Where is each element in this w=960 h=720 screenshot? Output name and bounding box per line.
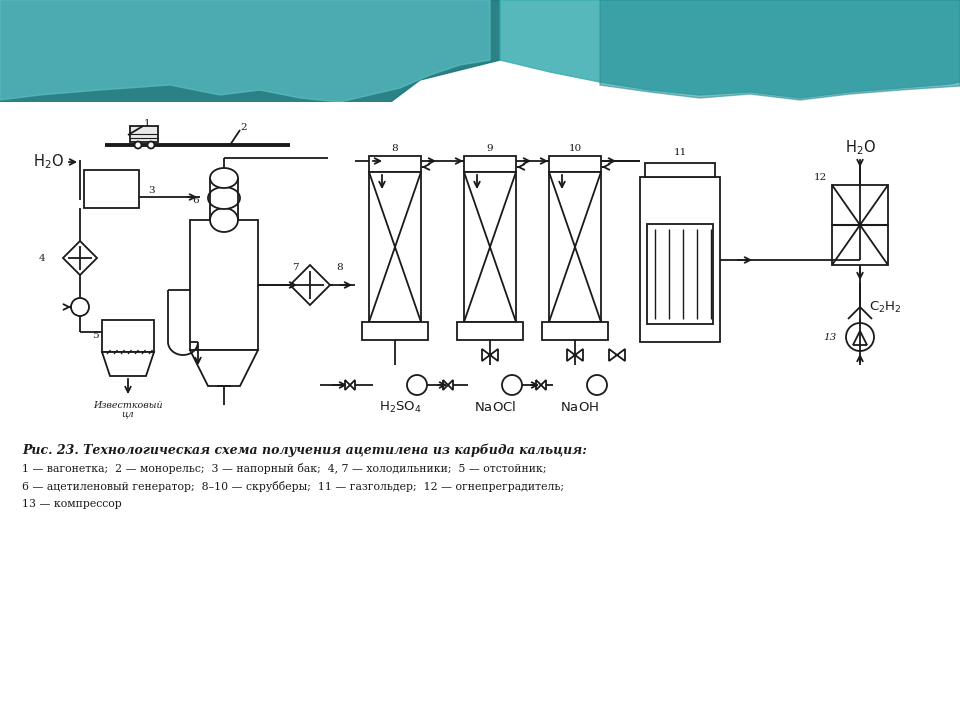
- Text: $\rm C_2H_2$: $\rm C_2H_2$: [869, 300, 901, 315]
- Polygon shape: [190, 350, 258, 386]
- Text: 4: 4: [38, 253, 45, 263]
- Text: 10: 10: [568, 143, 582, 153]
- Circle shape: [148, 142, 155, 148]
- Text: 13 — компрессор: 13 — компрессор: [22, 499, 122, 509]
- Text: $\rm H_2O$: $\rm H_2O$: [845, 139, 876, 158]
- Ellipse shape: [208, 187, 240, 209]
- Text: 6: 6: [193, 196, 200, 204]
- Polygon shape: [63, 241, 97, 275]
- Text: Известковый: Известковый: [93, 400, 163, 410]
- Circle shape: [587, 375, 607, 395]
- Circle shape: [71, 298, 89, 316]
- Text: 7: 7: [292, 263, 299, 271]
- Bar: [647, 224, 713, 324]
- Polygon shape: [443, 380, 453, 390]
- Text: $\rm H_2O$: $\rm H_2O$: [33, 153, 63, 171]
- Text: $\rm H_2SO_4$: $\rm H_2SO_4$: [378, 400, 421, 415]
- Polygon shape: [567, 349, 583, 361]
- Bar: [832, 185, 888, 225]
- Bar: [130, 126, 158, 142]
- Ellipse shape: [210, 208, 238, 232]
- Bar: [549, 156, 601, 172]
- Text: 11: 11: [673, 148, 686, 156]
- Text: 8: 8: [392, 143, 398, 153]
- Bar: [542, 322, 608, 340]
- Bar: [369, 172, 421, 322]
- Text: 9: 9: [487, 143, 493, 153]
- Text: $\rm NaOH$: $\rm NaOH$: [561, 400, 600, 413]
- Polygon shape: [853, 331, 867, 345]
- Polygon shape: [345, 380, 355, 390]
- Text: 5: 5: [92, 330, 98, 340]
- Polygon shape: [460, 0, 960, 100]
- Text: $\rm NaOCl$: $\rm NaOCl$: [474, 400, 516, 414]
- Bar: [0, 0, 960, 100]
- Text: 13: 13: [824, 333, 836, 341]
- Text: 3: 3: [149, 186, 156, 194]
- Bar: [549, 172, 601, 322]
- Polygon shape: [0, 0, 490, 102]
- Bar: [832, 225, 888, 265]
- Text: 6 — ацетиленовый генератор;  8–10 — скрубберы;  11 — газгольдер;  12 — огнепрегр: 6 — ацетиленовый генератор; 8–10 — скруб…: [22, 481, 564, 492]
- Bar: [369, 156, 421, 172]
- Bar: [190, 220, 258, 350]
- Bar: [640, 177, 720, 342]
- Text: 1 — вагонетка;  2 — монорельс;  3 — напорный бак;  4, 7 — холодильники;  5 — отс: 1 — вагонетка; 2 — монорельс; 3 — напорн…: [22, 463, 546, 474]
- Circle shape: [846, 323, 874, 351]
- Circle shape: [407, 375, 427, 395]
- Bar: [362, 322, 428, 340]
- Polygon shape: [609, 349, 625, 361]
- Polygon shape: [482, 349, 498, 361]
- Circle shape: [134, 142, 141, 148]
- Bar: [457, 322, 523, 340]
- Bar: [102, 320, 154, 352]
- Text: 1: 1: [144, 119, 151, 127]
- Polygon shape: [536, 380, 546, 390]
- Circle shape: [502, 375, 522, 395]
- Bar: [84, 170, 139, 208]
- Bar: [0, 102, 960, 720]
- Bar: [464, 172, 516, 322]
- Text: 2: 2: [241, 122, 248, 132]
- Polygon shape: [0, 0, 500, 160]
- Ellipse shape: [210, 168, 238, 188]
- Text: 12: 12: [813, 173, 827, 181]
- Polygon shape: [500, 0, 960, 98]
- Bar: [464, 156, 516, 172]
- Bar: [645, 163, 715, 177]
- Polygon shape: [600, 0, 960, 100]
- Polygon shape: [290, 265, 330, 305]
- Text: цл: цл: [122, 410, 134, 418]
- Text: Рис. 23. Технологическая схема получения ацетилена из карбида кальция:: Рис. 23. Технологическая схема получения…: [22, 443, 587, 456]
- Polygon shape: [0, 0, 500, 130]
- Text: 8: 8: [337, 263, 344, 271]
- Polygon shape: [102, 352, 154, 376]
